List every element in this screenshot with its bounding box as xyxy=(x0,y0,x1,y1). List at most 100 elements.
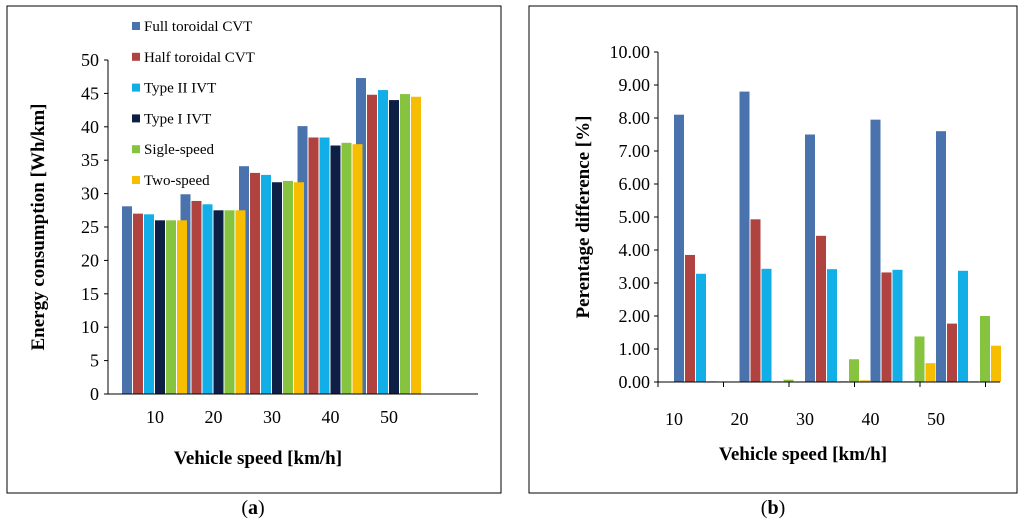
panel-a-x-tick-label: 50 xyxy=(380,407,398,427)
panel-a-y-tick-label: 25 xyxy=(81,217,99,237)
panel-b-bar xyxy=(991,345,1001,382)
panel-b-bar xyxy=(881,272,892,382)
panel-a-legend-label: Sigle-speed xyxy=(144,142,214,158)
panel-a-legend-swatch xyxy=(132,83,140,92)
panel-b-y-tick-label: 10.00 xyxy=(610,42,651,62)
panel-a-y-tick-label: 50 xyxy=(81,50,99,70)
panel-b-y-tick-label: 3.00 xyxy=(619,273,651,293)
panel-b-y-tick-label: 6.00 xyxy=(619,174,651,194)
panel-a-bar xyxy=(389,100,399,394)
panel-b-caption-letter: b xyxy=(767,497,778,519)
panel-a-legend-label: Full toroidal CVT xyxy=(144,19,252,35)
panel-a-y-tick-label: 40 xyxy=(81,117,99,137)
panel-a-y-tick-label: 45 xyxy=(81,83,99,103)
panel-a-bar xyxy=(133,213,143,394)
panel-a-legend-swatch xyxy=(132,52,140,61)
panel-a-x-tick-labels: 10 20 30 40 50 xyxy=(146,407,398,427)
panel-b-bar xyxy=(696,273,706,382)
panel-a-bar xyxy=(411,96,421,395)
panel-b-bar xyxy=(980,316,990,382)
panel-a-bar xyxy=(144,214,154,394)
panel-b-x-axis-title: Vehicle speed [km/h] xyxy=(719,444,887,465)
panel-a-bar xyxy=(224,210,235,394)
panel-b-y-tick-labels: 0.00 1.00 2.00 3.00 4.00 5.00 6.00 7.00 8.00 9.00… xyxy=(610,42,658,392)
panel-b-x-tick-label: 50 xyxy=(927,409,945,429)
panel-b-bar xyxy=(816,235,826,382)
panel-b-bar xyxy=(739,91,750,382)
panel-a-y-axis-title: Energy consumption [Wh/km] xyxy=(28,103,49,350)
panel-a-bar xyxy=(250,172,260,394)
panel-a: 0 5 10 15 20 25 30 35 40 45 50 10 20 30 40 50 Full tor… xyxy=(6,5,502,494)
panel-a-bar xyxy=(378,90,388,394)
panel-a-bars xyxy=(122,78,421,395)
panel-a-y-tick-label: 5 xyxy=(90,351,99,371)
panel-a-legend-label: Type II IVT xyxy=(144,81,216,97)
panel-b-bar xyxy=(914,336,925,382)
panel-b-bar xyxy=(860,380,870,382)
panel-b-bar xyxy=(925,363,936,382)
panel-b-y-tick-label: 5.00 xyxy=(619,207,651,227)
panel-a-legend-label: Two-speed xyxy=(144,173,210,189)
panel-a-legend-swatch xyxy=(132,176,140,184)
panel-b-x-tick-label: 10 xyxy=(665,409,683,429)
panel-b-bar xyxy=(936,131,946,382)
panel-b-bar xyxy=(805,134,815,382)
panel-b-y-tick-label: 4.00 xyxy=(619,240,651,260)
panel-b-y-tick-label: 7.00 xyxy=(619,141,651,161)
panel-b-bar xyxy=(870,119,881,383)
panel-a-bar xyxy=(352,144,363,394)
panel-a-legend-label: Type I IVT xyxy=(144,111,211,127)
panel-b-x-tick-label: 20 xyxy=(731,409,749,429)
panel-a-bar xyxy=(202,204,213,394)
panel-a-y-tick-label: 30 xyxy=(81,184,99,204)
panel-a-x-tick-label: 30 xyxy=(263,407,281,427)
panel-b-y-tick-label: 9.00 xyxy=(619,75,651,95)
panel-a-bar xyxy=(272,182,282,394)
panel-b-y-tick-label: 1.00 xyxy=(619,339,651,359)
panel-a-bar xyxy=(177,220,187,394)
panel-a-bar xyxy=(330,145,341,394)
panel-b-bar xyxy=(958,270,968,382)
panel-b-y-tick-label: 0.00 xyxy=(619,372,651,392)
panel-b-bar xyxy=(827,269,837,382)
panel-a-bar xyxy=(367,94,377,395)
panel-a-bar xyxy=(294,182,304,394)
panel-a-legend-swatch xyxy=(132,114,140,123)
panel-a-y-tick-label: 10 xyxy=(81,317,99,337)
panel-b-bar xyxy=(761,268,772,382)
panel-b-bar xyxy=(674,114,684,382)
panel-a-bar xyxy=(235,210,246,394)
panel-a-caption-letter: a xyxy=(248,497,258,519)
panel-a-x-tick-label: 10 xyxy=(146,407,164,427)
panel-a-bar xyxy=(319,137,330,394)
panel-a-caption: (a) xyxy=(241,497,264,519)
panel-a-legend-label: Half toroidal CVT xyxy=(144,50,255,66)
panel-b-y-tick-label: 8.00 xyxy=(619,108,651,128)
panel-a-bar xyxy=(191,200,202,394)
panel-a-bar xyxy=(308,137,319,394)
panel-b-bar xyxy=(947,323,957,382)
panel-a-bar xyxy=(213,210,224,394)
panel-a-bar xyxy=(400,94,410,395)
panel-b-bars xyxy=(674,91,1001,383)
panel-b-x-tick-label: 30 xyxy=(796,409,814,429)
panel-b-bar xyxy=(685,254,695,382)
panel-a-x-tick-label: 20 xyxy=(205,407,223,427)
panel-a-x-axis-title: Vehicle speed [km/h] xyxy=(174,448,342,469)
panel-a-bar xyxy=(166,220,176,394)
panel-a-legend-swatch xyxy=(132,145,140,154)
panel-a-bar xyxy=(261,174,271,394)
panel-a-legend-swatch xyxy=(132,22,140,30)
panel-b-y-axis-title: Perentage difference [%] xyxy=(573,116,594,319)
panel-a-legend: Full toroidal CVT Half toroidal CVT Type I… xyxy=(132,19,255,189)
panel-b-frame xyxy=(528,5,1018,494)
panel-a-bar xyxy=(341,142,352,394)
panel-a-y-tick-label: 20 xyxy=(81,250,99,270)
panel-b-y-tick-label: 2.00 xyxy=(619,306,651,326)
panel-b-bar xyxy=(849,359,859,382)
panel-b-bar xyxy=(750,219,761,382)
panel-b-bar xyxy=(892,269,903,382)
panel-b-bar xyxy=(783,379,794,382)
panel-a-y-tick-label: 15 xyxy=(81,284,99,304)
